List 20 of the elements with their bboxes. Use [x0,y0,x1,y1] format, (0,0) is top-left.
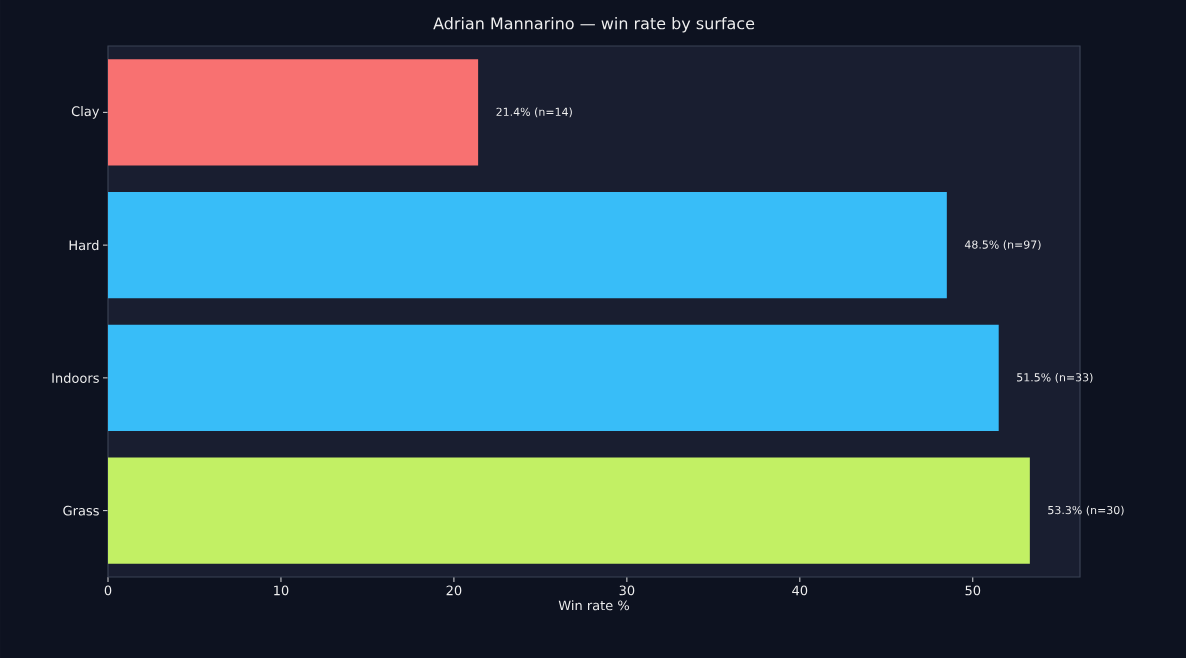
bar [108,324,999,431]
chart-title: Adrian Mannarino — win rate by surface [433,16,755,33]
data-label: 53.3% (n=30) [1048,505,1124,516]
x-tick-label: 50 [965,585,981,596]
bar [108,192,947,299]
bar [108,457,1030,564]
data-label: 51.5% (n=33) [1017,372,1093,383]
y-tick-label: Indoors [52,372,99,383]
x-tick-label: 10 [274,585,289,596]
x-tick-label: 20 [446,585,462,596]
y-tick-label: Grass [63,505,99,516]
x-tick-label: 30 [619,585,635,596]
data-label: 21.4% (n=14) [496,107,572,118]
data-label: 48.5% (n=97) [964,240,1041,251]
x-tick-label: 40 [792,585,808,596]
bar [108,59,479,166]
y-tick-label: Clay [71,106,100,119]
x-tick-label: 0 [104,585,112,596]
x-axis-title: Win rate % [558,600,630,611]
y-tick-label: Hard [69,240,99,251]
